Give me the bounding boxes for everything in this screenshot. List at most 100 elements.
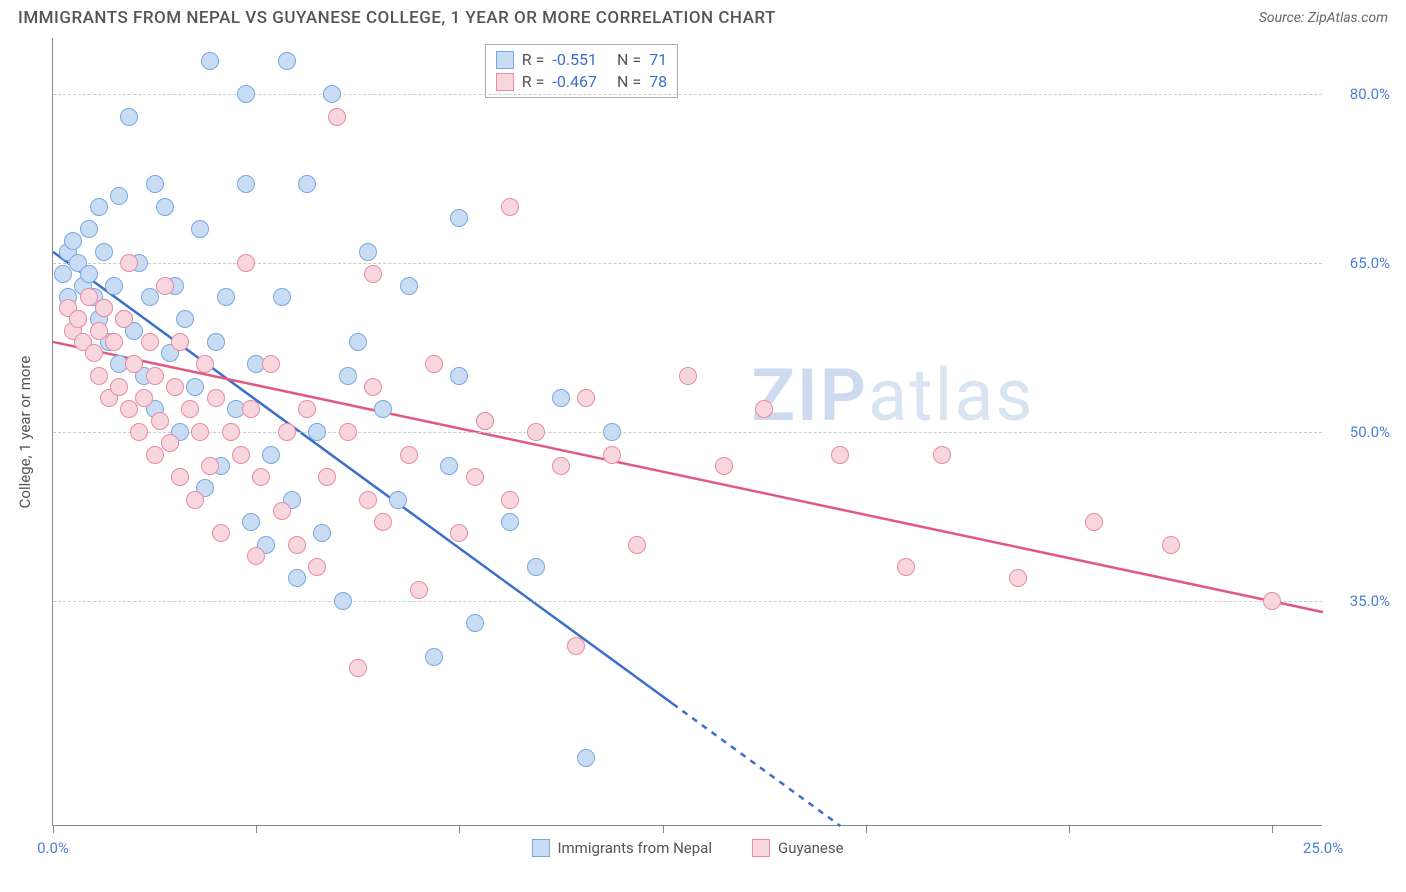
watermark: ZIPatlas [752,353,1035,438]
data-point [349,333,367,351]
data-point [450,367,468,385]
data-point [141,288,159,306]
data-point [90,198,108,216]
data-point [64,232,82,250]
data-point [603,423,621,441]
data-point [328,108,346,126]
data-point [176,310,194,328]
data-point [171,333,189,351]
data-point [156,277,174,295]
stats-row: R = -0.467N = 78 [496,71,667,93]
data-point [425,355,443,373]
data-point [603,446,621,464]
data-point [237,175,255,193]
legend-item: Immigrants from Nepal [531,839,712,857]
data-point [186,491,204,509]
data-point [69,310,87,328]
data-point [242,400,260,418]
data-point [120,400,138,418]
data-point [262,446,280,464]
data-point [181,400,199,418]
data-point [400,446,418,464]
ytick-label: 80.0% [1350,85,1390,103]
data-point [897,558,915,576]
data-point [161,434,179,452]
data-point [217,288,235,306]
data-point [298,400,316,418]
y-axis-label: College, 1 year or more [16,355,34,508]
data-point [207,389,225,407]
data-point [527,558,545,576]
data-point [364,378,382,396]
xtick [256,825,257,833]
gridline [53,601,1322,602]
data-point [171,468,189,486]
data-point [628,536,646,554]
title-bar: IMMIGRANTS FROM NEPAL VS GUYANESE COLLEG… [0,0,1406,32]
stat-r-key: R = [522,71,545,93]
stat-n-val: 71 [649,49,667,71]
xtick [1272,825,1273,833]
data-point [151,412,169,430]
xtick [53,825,54,833]
data-point [359,243,377,261]
data-point [156,198,174,216]
data-point [831,446,849,464]
xtick [663,825,664,833]
data-point [196,355,214,373]
data-point [501,513,519,531]
legend-bottom: Immigrants from Nepal Guyanese [531,839,843,857]
data-point [552,457,570,475]
data-point [95,299,113,317]
data-point [1009,569,1027,587]
xtick [866,825,867,833]
data-point [364,265,382,283]
xtick-label: 25.0% [1303,839,1343,857]
data-point [125,355,143,373]
data-point [105,277,123,295]
data-point [1263,592,1281,610]
xtick-label: 0.0% [37,839,69,857]
data-point [90,367,108,385]
stats-row: R = -0.551N = 71 [496,49,667,71]
data-point [308,423,326,441]
data-point [212,524,230,542]
data-point [201,457,219,475]
data-point [349,659,367,677]
data-point [237,85,255,103]
gridline [53,432,1322,433]
data-point [339,423,357,441]
data-point [440,457,458,475]
data-point [278,52,296,70]
data-point [400,277,418,295]
data-point [450,209,468,227]
data-point [247,547,265,565]
data-point [186,378,204,396]
data-point [313,524,331,542]
swatch-icon [496,73,514,91]
data-point [1162,536,1180,554]
data-point [80,220,98,238]
swatch-icon [496,51,514,69]
ytick-label: 50.0% [1350,423,1390,441]
data-point [232,446,250,464]
data-point [359,491,377,509]
data-point [715,457,733,475]
data-point [54,265,72,283]
data-point [273,288,291,306]
data-point [242,513,260,531]
watermark-atlas: atlas [868,353,1035,438]
legend-label: Immigrants from Nepal [557,839,712,857]
data-point [110,378,128,396]
data-point [80,265,98,283]
stats-box: R = -0.551N = 71R = -0.467N = 78 [485,44,678,98]
legend-item: Guyanese [752,839,844,857]
data-point [450,524,468,542]
data-point [527,423,545,441]
data-point [237,254,255,272]
data-point [374,400,392,418]
stat-n-val: 78 [649,71,667,93]
chart-wrap: College, 1 year or more ZIPatlas R = -0.… [0,32,1406,882]
data-point [425,648,443,666]
chart-title: IMMIGRANTS FROM NEPAL VS GUYANESE COLLEG… [18,8,776,28]
